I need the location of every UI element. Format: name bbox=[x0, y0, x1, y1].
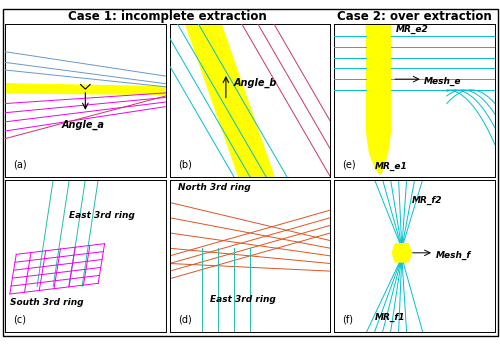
Text: East 3rd ring: East 3rd ring bbox=[210, 295, 276, 304]
Text: (a): (a) bbox=[13, 159, 26, 169]
Polygon shape bbox=[392, 244, 411, 262]
Text: MR_e1: MR_e1 bbox=[374, 162, 407, 171]
Text: Case 2: over extraction: Case 2: over extraction bbox=[338, 10, 492, 24]
Text: MR_f2: MR_f2 bbox=[412, 195, 442, 204]
Polygon shape bbox=[5, 84, 166, 94]
Text: (d): (d) bbox=[178, 315, 192, 325]
Text: (e): (e) bbox=[342, 159, 356, 169]
Text: South 3rd ring: South 3rd ring bbox=[10, 298, 84, 307]
Text: North 3rd ring: North 3rd ring bbox=[178, 183, 250, 192]
Text: (f): (f) bbox=[342, 315, 353, 325]
Text: MR_e2: MR_e2 bbox=[396, 25, 428, 34]
Text: (b): (b) bbox=[178, 159, 192, 169]
Polygon shape bbox=[366, 24, 390, 174]
Text: Angle_b: Angle_b bbox=[234, 77, 278, 88]
Polygon shape bbox=[186, 24, 274, 177]
Text: MR_f1: MR_f1 bbox=[374, 313, 405, 322]
Text: Mesh_f: Mesh_f bbox=[436, 251, 471, 260]
Text: (c): (c) bbox=[13, 315, 26, 325]
Text: East 3rd ring: East 3rd ring bbox=[70, 211, 135, 220]
Text: Case 1: incomplete extraction: Case 1: incomplete extraction bbox=[68, 10, 267, 24]
Text: Angle_a: Angle_a bbox=[61, 120, 104, 130]
Text: Mesh_e: Mesh_e bbox=[424, 77, 462, 86]
